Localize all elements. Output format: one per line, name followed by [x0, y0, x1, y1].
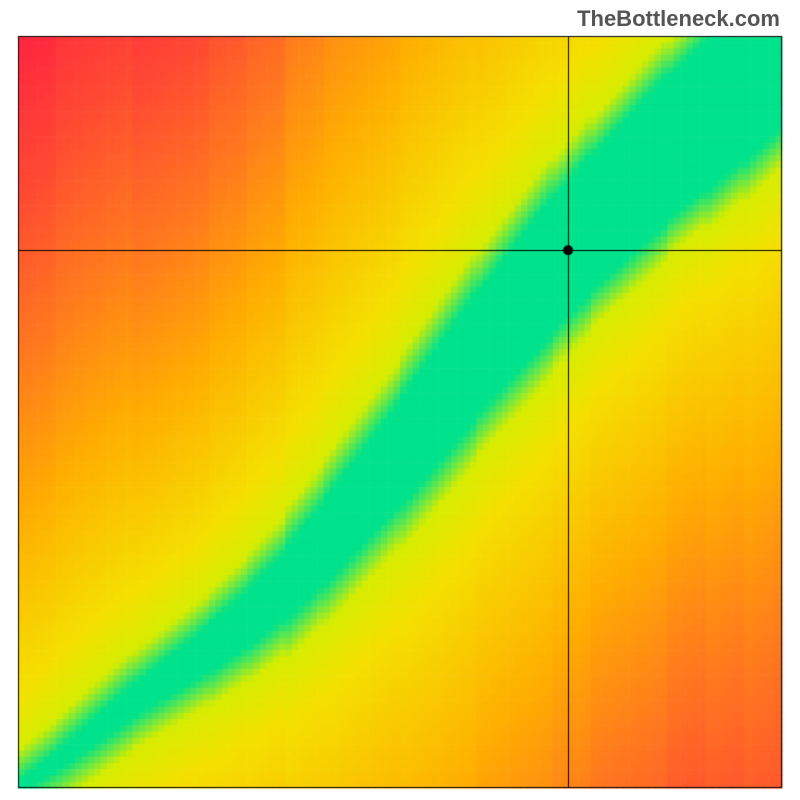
- watermark-text: TheBottleneck.com: [577, 6, 780, 32]
- chart-container: TheBottleneck.com: [0, 0, 800, 800]
- bottleneck-heatmap-canvas: [0, 0, 800, 800]
